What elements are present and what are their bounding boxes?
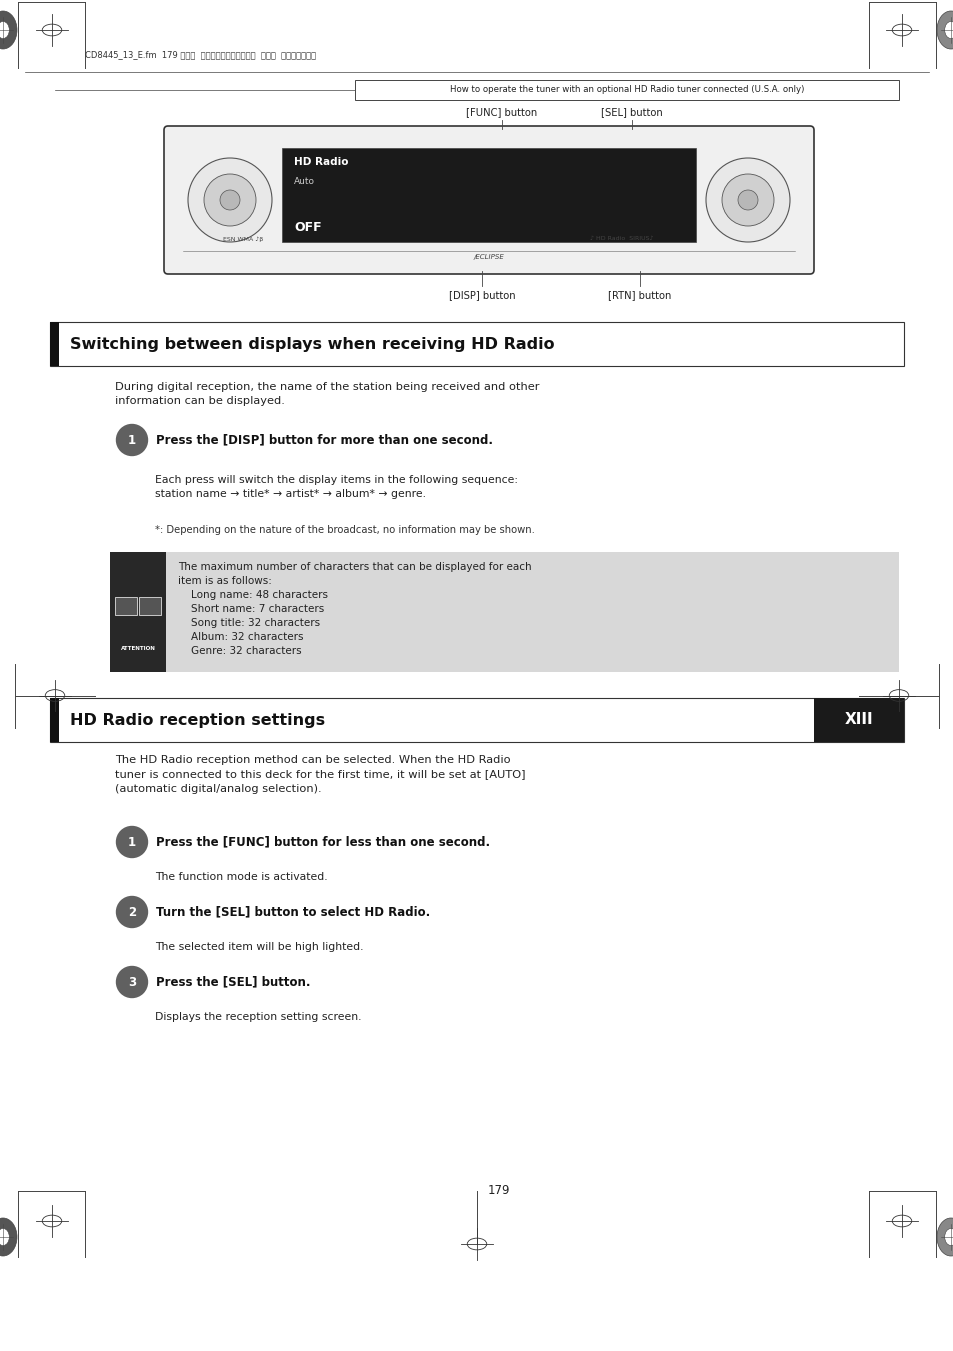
Text: Auto: Auto <box>294 177 314 185</box>
Text: Displays the reception setting screen.: Displays the reception setting screen. <box>154 1012 361 1021</box>
Ellipse shape <box>0 1228 10 1246</box>
Circle shape <box>116 827 148 858</box>
Text: HD Radio: HD Radio <box>294 157 348 168</box>
Text: *: Depending on the nature of the broadcast, no information may be shown.: *: Depending on the nature of the broadc… <box>154 526 535 535</box>
Text: Press the [DISP] button for more than one second.: Press the [DISP] button for more than on… <box>156 434 493 446</box>
Text: Press the [FUNC] button for less than one second.: Press the [FUNC] button for less than on… <box>156 835 490 848</box>
Text: The maximum number of characters that can be displayed for each
item is as follo: The maximum number of characters that ca… <box>178 562 531 657</box>
Text: During digital reception, the name of the station being received and other
infor: During digital reception, the name of th… <box>115 382 539 407</box>
Bar <box>110 553 898 671</box>
Ellipse shape <box>0 1219 17 1256</box>
Bar <box>282 149 696 242</box>
Text: 1: 1 <box>128 835 136 848</box>
Bar <box>50 322 903 366</box>
Text: ATTENTION: ATTENTION <box>120 646 155 650</box>
Text: ESN WMA ♪β: ESN WMA ♪β <box>223 236 263 242</box>
Ellipse shape <box>936 11 953 49</box>
Text: OFF: OFF <box>294 220 321 234</box>
Text: The function mode is activated.: The function mode is activated. <box>154 871 327 882</box>
Circle shape <box>116 424 148 455</box>
Circle shape <box>116 966 148 997</box>
Ellipse shape <box>943 22 953 39</box>
Text: 1: 1 <box>128 434 136 446</box>
Text: 2: 2 <box>128 905 136 919</box>
Ellipse shape <box>0 22 10 39</box>
FancyBboxPatch shape <box>164 126 813 274</box>
Text: ♪ HD Radio  SIRIUS♪: ♪ HD Radio SIRIUS♪ <box>589 236 653 242</box>
Text: [FUNC] button: [FUNC] button <box>466 107 537 118</box>
Text: The selected item will be high lighted.: The selected item will be high lighted. <box>154 942 363 952</box>
Bar <box>50 698 59 742</box>
Circle shape <box>188 158 272 242</box>
Text: Turn the [SEL] button to select HD Radio.: Turn the [SEL] button to select HD Radio… <box>156 905 430 919</box>
Text: XIII: XIII <box>843 712 872 727</box>
Text: 179: 179 <box>487 1185 510 1197</box>
Bar <box>813 698 903 742</box>
Text: /ECLIPSE: /ECLIPSE <box>473 254 504 259</box>
Circle shape <box>721 174 773 226</box>
Text: How to operate the tuner with an optional HD Radio tuner connected (U.S.A. only): How to operate the tuner with an optiona… <box>450 85 803 95</box>
Text: Each press will switch the display items in the following sequence:
station name: Each press will switch the display items… <box>154 476 517 499</box>
Circle shape <box>220 190 240 209</box>
Bar <box>115 597 137 615</box>
Ellipse shape <box>936 1219 953 1256</box>
Text: Switching between displays when receiving HD Radio: Switching between displays when receivin… <box>70 336 554 351</box>
Text: [DISP] button: [DISP] button <box>448 290 515 300</box>
Text: The HD Radio reception method can be selected. When the HD Radio
tuner is connec: The HD Radio reception method can be sel… <box>115 755 525 794</box>
Circle shape <box>204 174 255 226</box>
Text: CD8445_13_E.fm  179 ページ  ２００４年１２月１３日  月曜日  午後８時２９分: CD8445_13_E.fm 179 ページ ２００４年１２月１３日 月曜日 午… <box>85 50 315 59</box>
Ellipse shape <box>943 1228 953 1246</box>
Circle shape <box>738 190 758 209</box>
Text: Press the [SEL] button.: Press the [SEL] button. <box>156 975 310 989</box>
Text: [SEL] button: [SEL] button <box>600 107 662 118</box>
Circle shape <box>705 158 789 242</box>
Ellipse shape <box>0 11 17 49</box>
Text: [RTN] button: [RTN] button <box>608 290 671 300</box>
Bar <box>139 597 161 615</box>
Bar <box>355 80 898 100</box>
Bar <box>110 553 166 671</box>
Text: 3: 3 <box>128 975 136 989</box>
Text: HD Radio reception settings: HD Radio reception settings <box>70 712 325 727</box>
Bar <box>50 698 903 742</box>
Circle shape <box>116 897 148 928</box>
Bar <box>50 322 59 366</box>
